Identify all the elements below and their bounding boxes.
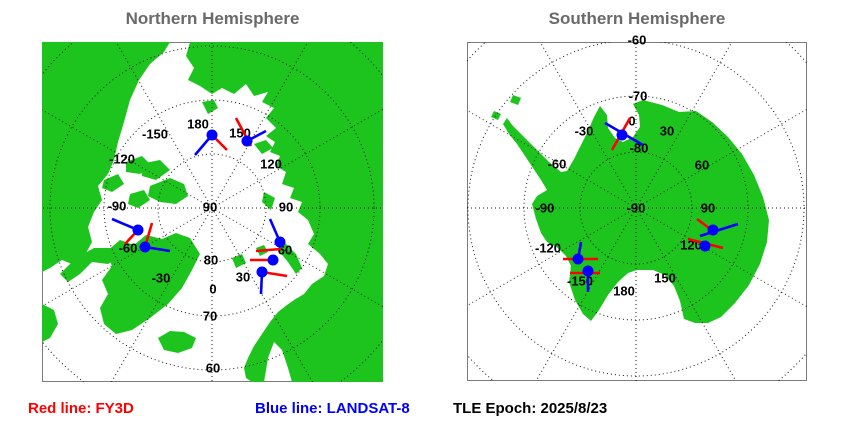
meridian-line [211,108,383,209]
latitude-label: 90 [203,200,217,215]
land-shape [102,174,124,192]
land-shape [186,42,383,382]
land-shape [202,100,218,114]
north-map-title: Northern Hemisphere [125,9,300,28]
landsat8-track-segment [699,222,739,238]
meridian-line [535,207,637,381]
satellite-position-dot [139,241,151,253]
land-shape [278,242,302,274]
legend-tle-epoch: TLE Epoch: 2025/8/23 [453,400,608,417]
land-shape [262,192,275,210]
land-shape [491,111,501,120]
satellite-position-dot [132,224,144,236]
meridian-line [635,42,733,209]
longitude-label: -90 [536,201,555,216]
meridian-line [110,207,213,382]
latitude-ring [49,45,375,371]
longitude-label: 180 [187,117,209,132]
longitude-label: -120 [535,241,561,256]
longitude-label: 120 [260,157,282,172]
meridian-line [42,109,213,209]
satellite-position-dot [206,129,218,141]
latitude-label: 80 [204,253,218,268]
satellite-marker-layer [111,117,288,295]
longitude-label: -30 [575,124,594,139]
latitude-label: -70 [629,89,648,104]
meridian-line [42,207,213,307]
satellite-position-dot [274,236,286,248]
south-hemisphere-map: -60 -70 -80 -90 0 30 -30 60 -60 90 -90 120 -120 150 -1… [467,33,807,381]
legend-red-fy3d: Red line: FY3D [28,400,134,417]
longitude-label: 0 [628,114,635,129]
satellite-position-dot [572,253,584,265]
land-shape [128,190,150,208]
meridian-line [211,207,383,308]
meridian-line [539,42,637,209]
land-shape [510,95,521,105]
meridian-line [467,207,637,307]
longitude-label: -120 [109,152,135,167]
land-shape [158,331,196,353]
latitude-label: 70 [203,309,217,324]
longitude-label: 0 [209,282,216,297]
latitude-label: 60 [206,361,220,376]
map-svg: -60-70-80-90030-3060-6090-90120-120150-1… [467,33,807,381]
satellite-position-dot [616,129,628,141]
land-shape [148,178,188,204]
longitude-label: 90 [701,201,715,216]
land-shape [60,248,120,282]
satellite-position-dot [267,254,279,266]
latitude-ring [157,153,267,263]
land-shape [254,140,273,154]
land-shape [503,100,769,323]
longitude-label: -60 [548,157,567,172]
map-clipped-layer [42,42,383,382]
meridian-line [635,108,807,209]
satellite-marker-layer [563,117,739,292]
meridian-line [635,207,737,381]
map-clipped-layer [467,42,807,381]
meridian-line [211,207,314,382]
longitude-label: 150 [654,271,676,286]
fy3d-track-segment [255,247,282,253]
north-hemisphere-map: 90 80 70 60 180 -150 150 -120 120 -90 90 -60 60 -30 30… [42,42,383,382]
longitude-label: 30 [236,270,250,285]
land-shape [42,304,58,342]
longitude-label: 30 [660,124,674,139]
longitude-label: 90 [279,200,293,215]
meridian-line [211,42,309,209]
longitude-label: 180 [613,284,635,299]
satellite-position-dot [241,135,253,147]
land-shape [42,42,170,272]
satellite-position-dot [707,224,719,236]
land-shape [140,160,170,180]
latitude-label: -60 [628,33,647,48]
longitude-label: 60 [695,158,709,173]
longitude-label: -90 [108,199,127,214]
satellite-position-dot [582,265,594,277]
meridian-line [467,109,637,209]
meridian-line [115,42,213,209]
latitude-label: -90 [627,201,646,216]
meridian-line [635,207,807,308]
longitude-label: -60 [119,241,138,256]
south-map-title: Southern Hemisphere [548,9,726,28]
satellite-position-dot [699,240,711,252]
longitude-label: -150 [142,127,168,142]
longitude-label: -150 [567,274,593,289]
latitude-label: -80 [630,141,649,156]
legend-blue-landsat8: Blue line: LANDSAT-8 [255,400,410,417]
longitude-label: -30 [152,271,171,286]
satellite-position-dot [256,266,268,278]
land-shape [232,254,246,268]
